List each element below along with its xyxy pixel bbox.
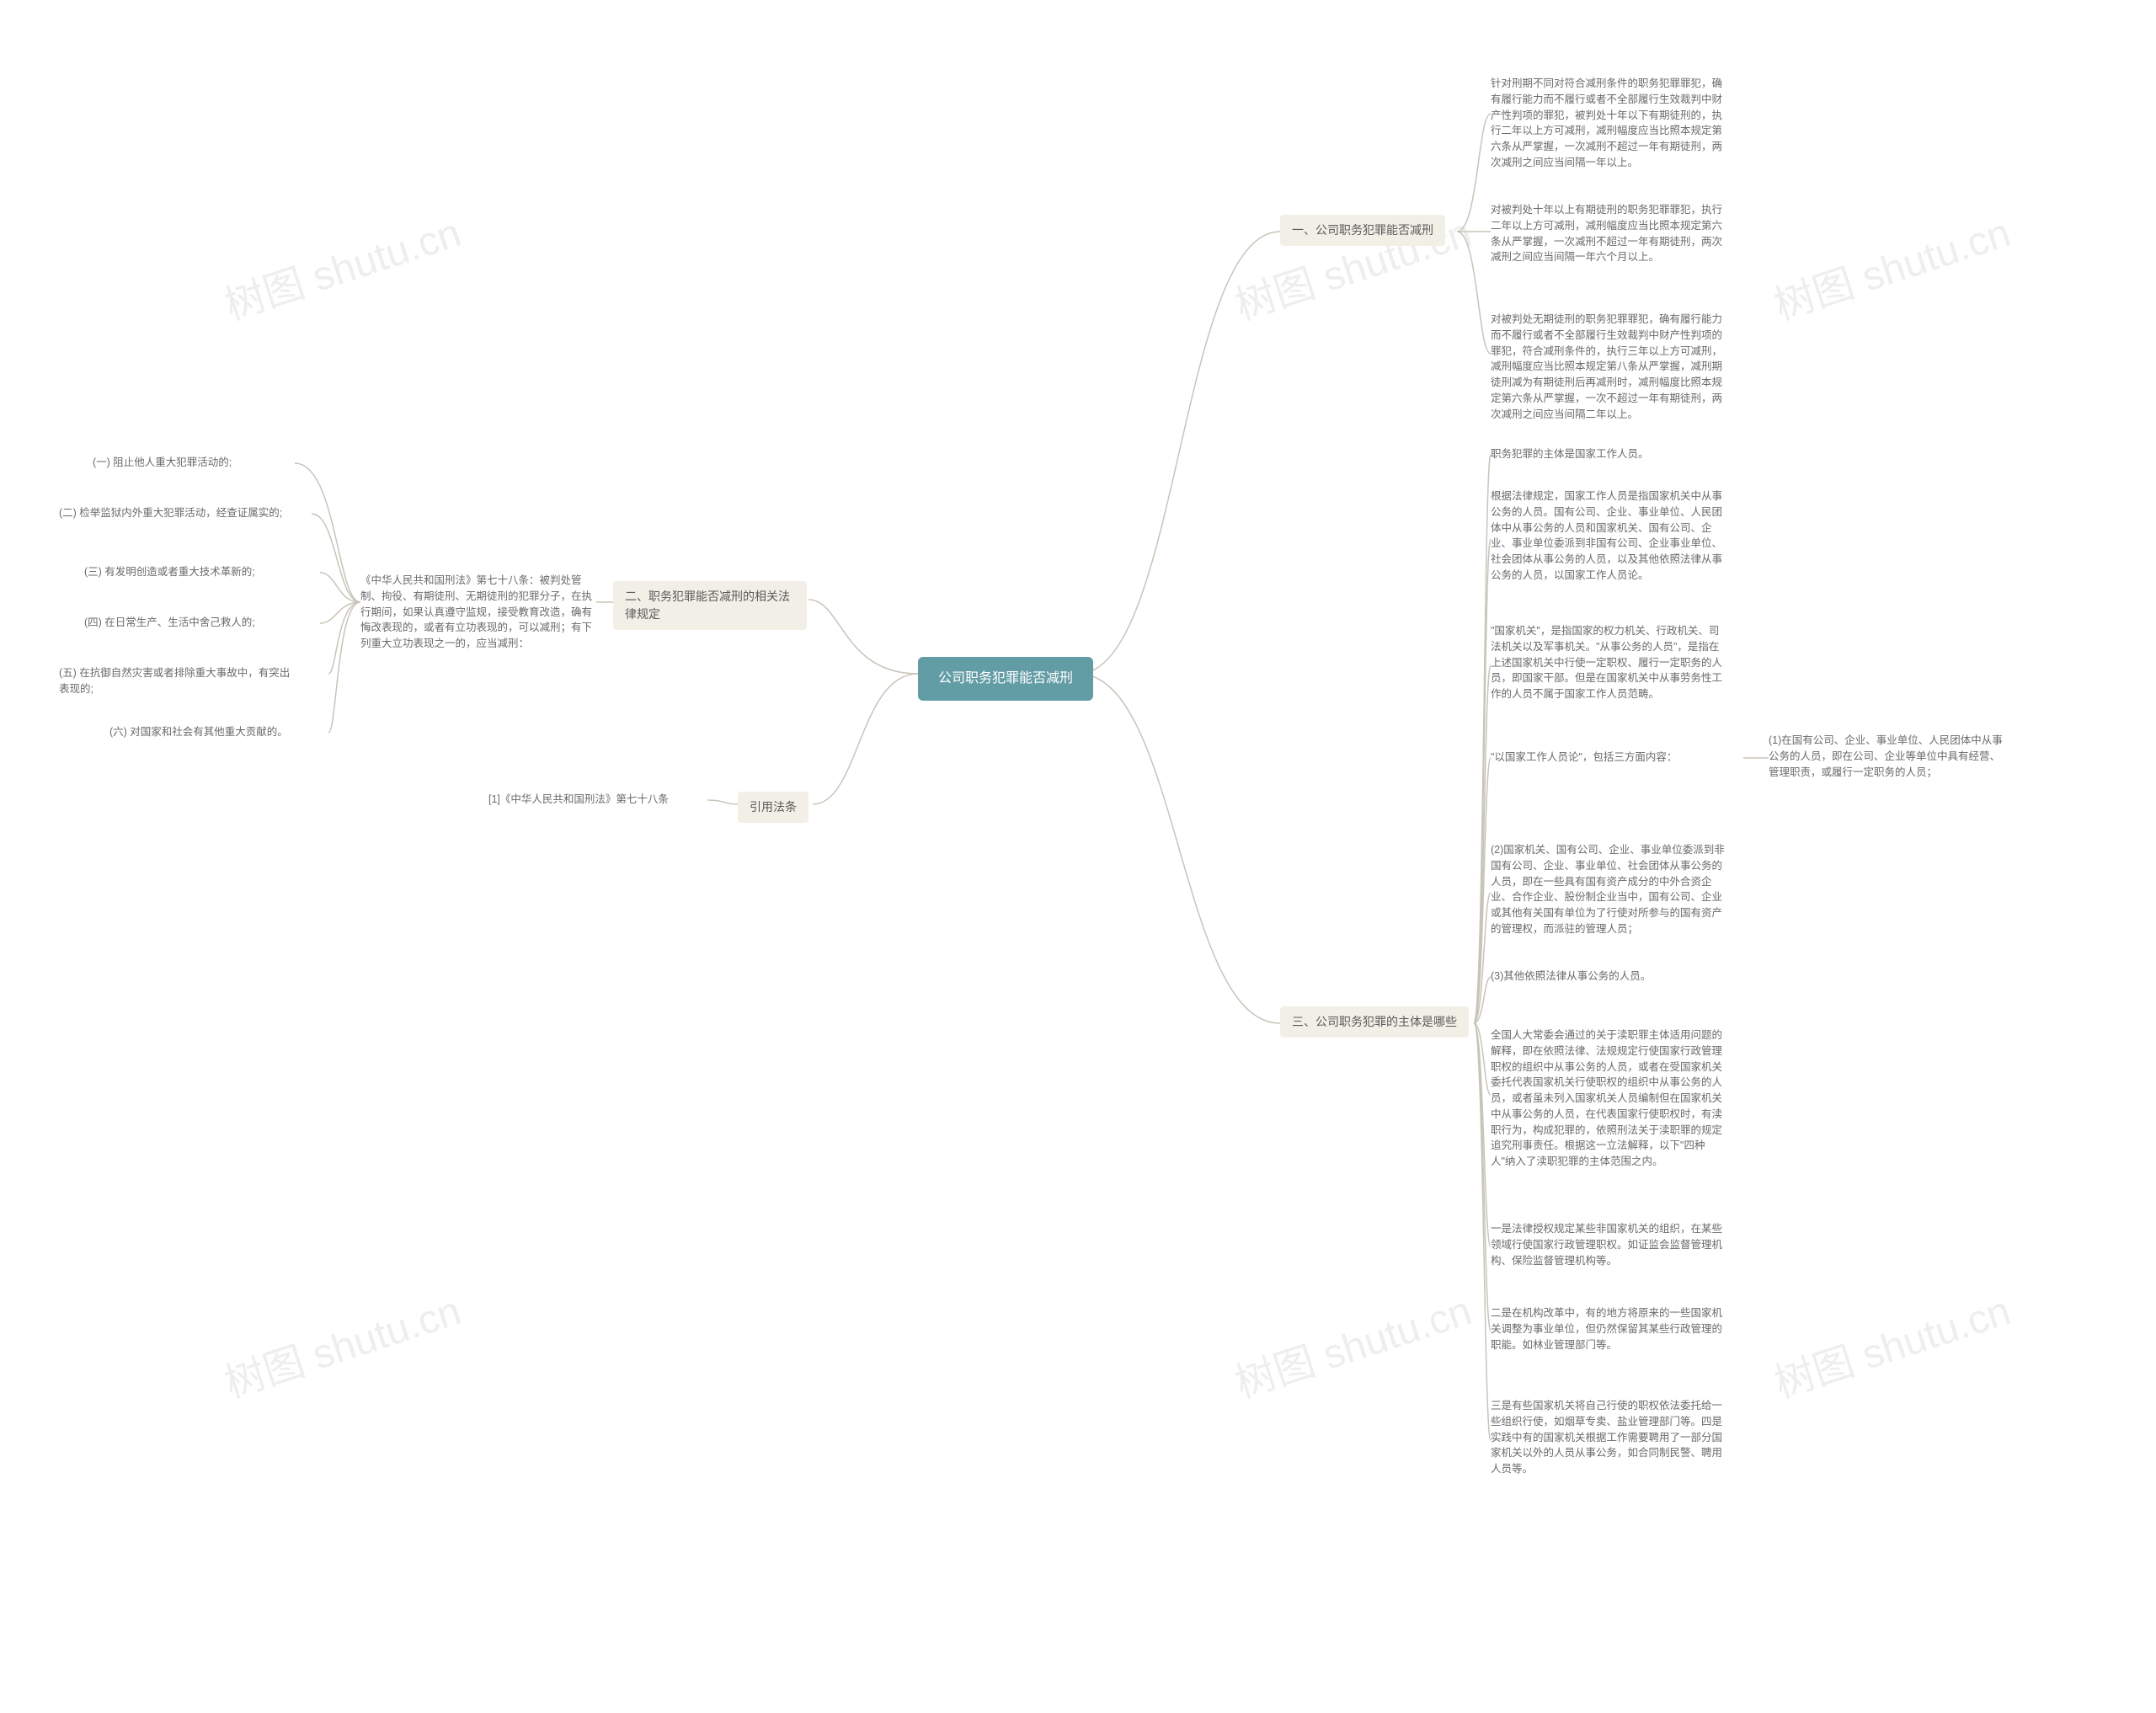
- watermark: 树图 shutu.cn: [216, 1278, 467, 1409]
- watermark: 树图 shutu.cn: [1765, 200, 2016, 331]
- branch-3-cite: [1]《中华人民共和国刑法》第七十八条: [488, 792, 707, 808]
- branch-2-lawtext: 《中华人民共和国刑法》第七十八条：被判处管制、拘役、有期徒刑、无期徒刑的犯罪分子…: [360, 573, 596, 652]
- branch-2-item-2: (二) 检举监狱内外重大犯罪活动，经查证属实的;: [59, 505, 295, 521]
- branch-2-item-4: (四) 在日常生产、生活中舍己救人的;: [84, 615, 320, 631]
- branch-4-leaf-8: 一是法律授权规定某些非国家机关的组织，在某些领域行使国家行政管理职权。如证监会监…: [1491, 1221, 1726, 1268]
- watermark: 树图 shutu.cn: [216, 200, 467, 331]
- branch-4-leaf-2: 根据法律规定，国家工作人员是指国家机关中从事公务的人员。国有公司、企业、事业单位…: [1491, 488, 1726, 584]
- branch-2-item-3: (三) 有发明创造或者重大技术革新的;: [84, 564, 320, 580]
- branch-4: 三、公司职务犯罪的主体是哪些: [1280, 1006, 1469, 1038]
- branch-4-leaf-1: 职务犯罪的主体是国家工作人员。: [1491, 446, 1726, 462]
- branch-1-leaf-2: 对被判处十年以上有期徒刑的职务犯罪罪犯，执行二年以上方可减刑，减刑幅度应当比照本…: [1491, 202, 1726, 265]
- branch-4-leaf-10: 三是有些国家机关将自己行使的职权依法委托给一些组织行使，如烟草专卖、盐业管理部门…: [1491, 1398, 1726, 1477]
- branch-2: 二、职务犯罪能否减刑的相关法律规定: [613, 581, 807, 630]
- watermark: 树图 shutu.cn: [1765, 1278, 2016, 1409]
- center-node: 公司职务犯罪能否减刑: [918, 657, 1093, 701]
- branch-4-leaf-7: 全国人大常委会通过的关于渎职罪主体适用问题的解释，即在依照法律、法规规定行使国家…: [1491, 1027, 1726, 1170]
- branch-2-item-1: (一) 阻止他人重大犯罪活动的;: [93, 455, 295, 471]
- branch-2-item-6: (六) 对国家和社会有其他重大贡献的。: [109, 724, 328, 740]
- branch-4-leaf-9: 二是在机构改革中，有的地方将原来的一些国家机关调整为事业单位，但仍然保留其某些行…: [1491, 1305, 1726, 1353]
- branch-1-leaf-1: 针对刑期不同对符合减刑条件的职务犯罪罪犯，确有履行能力而不履行或者不全部履行生效…: [1491, 76, 1726, 171]
- branch-4-leaf-4: "以国家工作人员论"，包括三方面内容：: [1491, 750, 1726, 766]
- branch-4-leaf-3: "国家机关"，是指国家的权力机关、行政机关、司法机关以及军事机关。"从事公务的人…: [1491, 623, 1726, 702]
- branch-3: 引用法条: [738, 792, 808, 823]
- connector-layer: [0, 0, 2156, 1713]
- branch-2-item-5: (五) 在抗御自然灾害或者排除重大事故中，有突出表现的;: [59, 665, 295, 697]
- branch-1: 一、公司职务犯罪能否减刑: [1280, 215, 1445, 246]
- branch-4-leaf-6: (3)其他依照法律从事公务的人员。: [1491, 969, 1726, 985]
- branch-1-leaf-3: 对被判处无期徒刑的职务犯罪罪犯，确有履行能力而不履行或者不全部履行生效裁判中财产…: [1491, 312, 1726, 422]
- branch-4-leaf-4-sub: (1)在国有公司、企业、事业单位、人民团体中从事公务的人员，即在公司、企业等单位…: [1769, 733, 2004, 780]
- branch-4-leaf-5: (2)国家机关、国有公司、企业、事业单位委派到非国有公司、企业、事业单位、社会团…: [1491, 842, 1726, 937]
- watermark: 树图 shutu.cn: [1226, 1278, 1477, 1409]
